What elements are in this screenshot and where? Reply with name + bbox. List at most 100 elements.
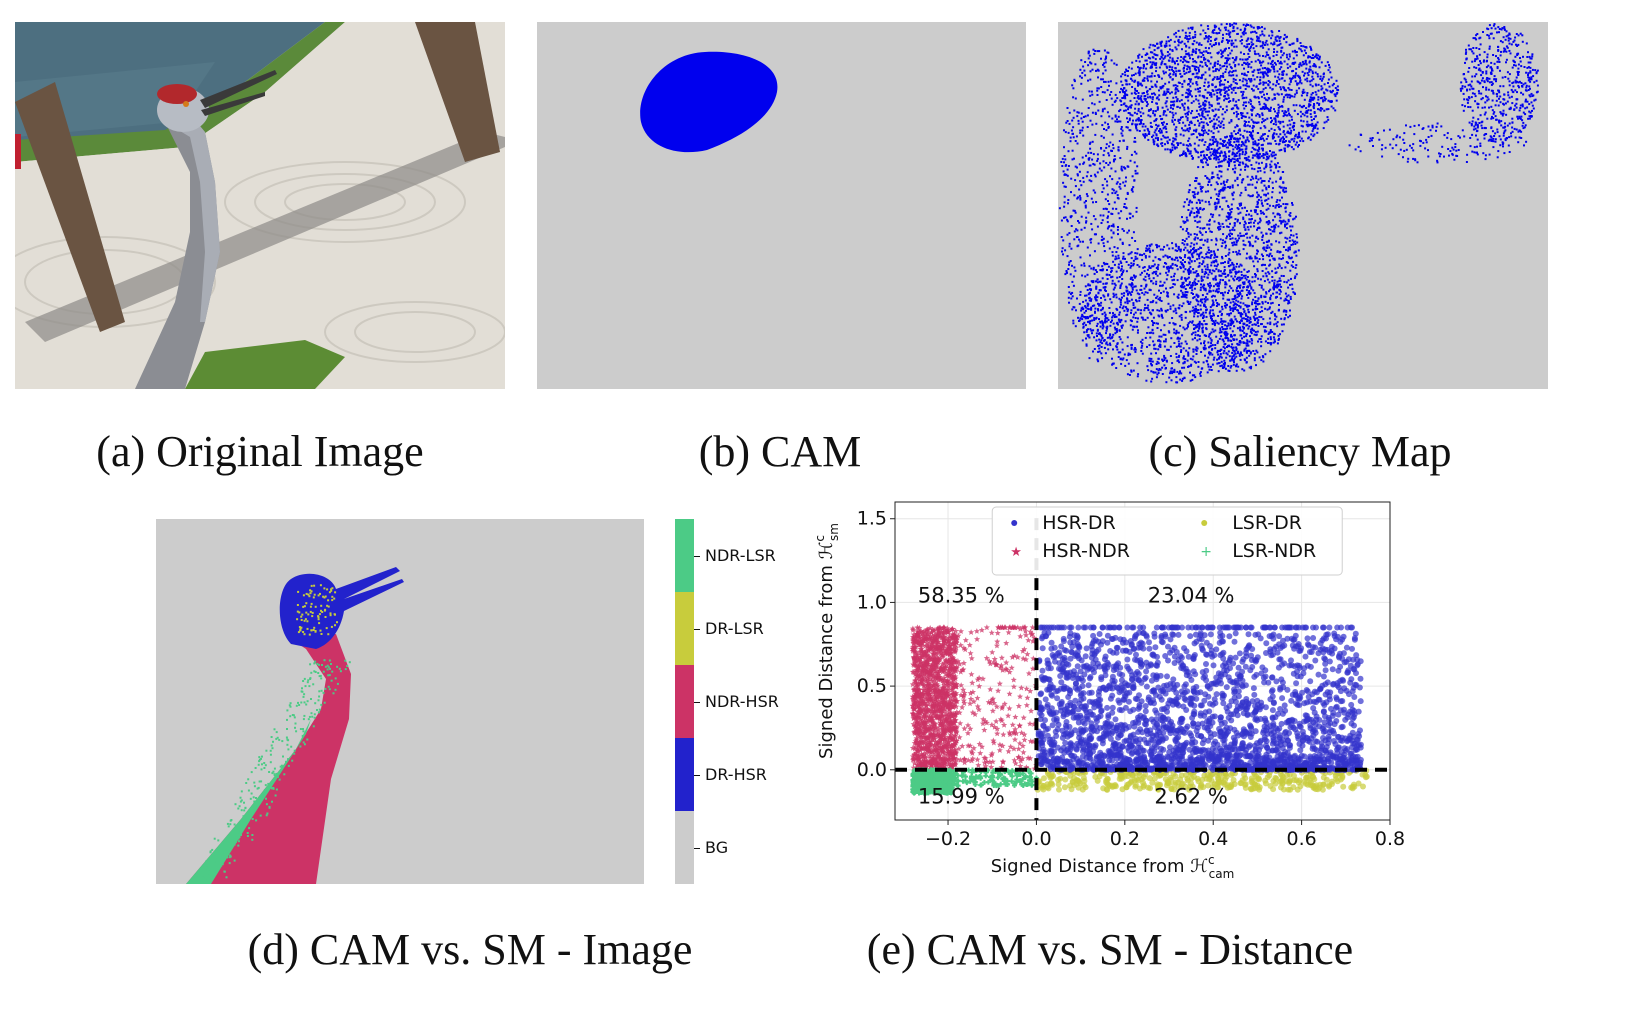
point-hsr-dr [1123,639,1130,646]
point-hsr-dr [1348,701,1355,708]
point-lsr-ndr [947,779,953,785]
point-hsr-dr [1235,664,1242,671]
point-hsr-dr [1105,712,1112,719]
point-hsr-dr [1333,636,1340,643]
colorbar-segment-ndr-lsr [675,519,694,592]
point-hsr-dr [1263,650,1269,656]
point-hsr-dr [1086,690,1093,696]
colorbar [675,519,694,884]
point-lsr-ndr [1011,782,1017,788]
point-hsr-ndr [929,670,936,676]
point-hsr-dr [1278,676,1285,683]
point-lsr-dr [1172,773,1179,780]
point-hsr-ndr [935,687,942,693]
point-hsr-ndr [993,642,1000,649]
point-hsr-dr [1064,674,1071,681]
point-hsr-ndr [953,737,960,744]
point-hsr-dr [1151,633,1158,640]
point-hsr-ndr [917,731,924,738]
point-hsr-dr [1113,644,1120,651]
point-hsr-dr [1080,727,1087,734]
point-hsr-dr [1197,712,1204,719]
point-hsr-ndr [957,628,964,634]
point-hsr-dr [1240,733,1247,740]
point-hsr-ndr [926,641,933,648]
point-hsr-ndr [1012,713,1019,720]
point-hsr-dr [1044,657,1051,664]
point-hsr-dr [1211,696,1218,703]
point-hsr-ndr [910,756,917,763]
point-lsr-dr [1272,774,1279,781]
point-hsr-dr [1210,662,1217,669]
point-hsr-ndr [932,644,939,650]
point-hsr-dr [1165,657,1171,664]
point-lsr-dr [1178,784,1185,791]
point-hsr-ndr [942,694,949,701]
point-hsr-ndr [910,721,917,727]
point-hsr-ndr [991,659,998,665]
point-hsr-ndr [909,710,916,716]
point-hsr-dr [1126,742,1133,749]
point-lsr-dr [1304,774,1311,781]
point-hsr-ndr [952,648,959,655]
point-hsr-ndr [917,706,924,713]
point-lsr-dr [1061,784,1068,791]
point-hsr-ndr [923,662,930,669]
point-hsr-ndr [924,698,931,704]
point-hsr-ndr [935,656,942,663]
point-lsr-dr [1056,786,1062,793]
point-hsr-ndr [914,634,921,640]
point-hsr-ndr [967,700,974,707]
point-hsr-dr [1301,700,1308,707]
point-hsr-ndr [914,638,921,645]
point-hsr-dr [1063,647,1070,654]
point-lsr-dr [1188,775,1195,782]
point-hsr-dr [1069,762,1076,769]
point-hsr-ndr [921,718,928,725]
point-hsr-dr [1310,705,1317,712]
point-hsr-ndr [924,639,931,646]
point-hsr-dr [1169,631,1176,638]
point-hsr-dr [1320,673,1327,680]
point-hsr-ndr [1015,753,1022,760]
point-hsr-dr [1043,726,1050,733]
point-hsr-ndr [944,625,951,632]
point-hsr-dr [1306,738,1313,745]
point-hsr-ndr [958,682,965,688]
point-hsr-ndr [980,716,987,722]
point-hsr-dr [1225,674,1232,681]
point-hsr-ndr [947,640,954,646]
point-hsr-ndr [1010,676,1017,683]
point-lsr-dr [1201,772,1208,779]
point-hsr-ndr [928,656,935,663]
point-hsr-ndr [919,758,926,764]
point-lsr-dr [1270,786,1277,793]
point-hsr-ndr [1006,729,1013,736]
point-hsr-dr [1310,644,1316,651]
point-hsr-dr [1331,630,1338,637]
point-hsr-ndr [938,709,945,716]
point-lsr-ndr [969,770,975,776]
point-hsr-dr [1322,691,1329,698]
point-hsr-dr [1049,722,1056,729]
point-hsr-dr [1076,730,1083,737]
point-hsr-ndr [927,675,934,682]
point-hsr-ndr [932,679,939,686]
point-hsr-dr [1121,755,1128,762]
point-hsr-ndr [918,628,925,634]
point-hsr-ndr [922,676,929,683]
point-hsr-dr [1207,730,1214,736]
point-hsr-dr [1160,729,1167,736]
point-hsr-ndr [947,650,954,656]
colorbar-tick [694,775,700,776]
point-hsr-ndr [920,642,927,649]
point-lsr-dr [1287,786,1294,793]
point-lsr-dr [1151,775,1158,782]
point-hsr-ndr [929,637,936,644]
point-hsr-ndr [918,761,925,768]
point-hsr-ndr [935,676,942,683]
point-lsr-dr [1103,779,1110,786]
point-hsr-dr [1296,648,1303,654]
point-hsr-dr [1141,736,1148,743]
point-hsr-ndr [970,698,977,705]
